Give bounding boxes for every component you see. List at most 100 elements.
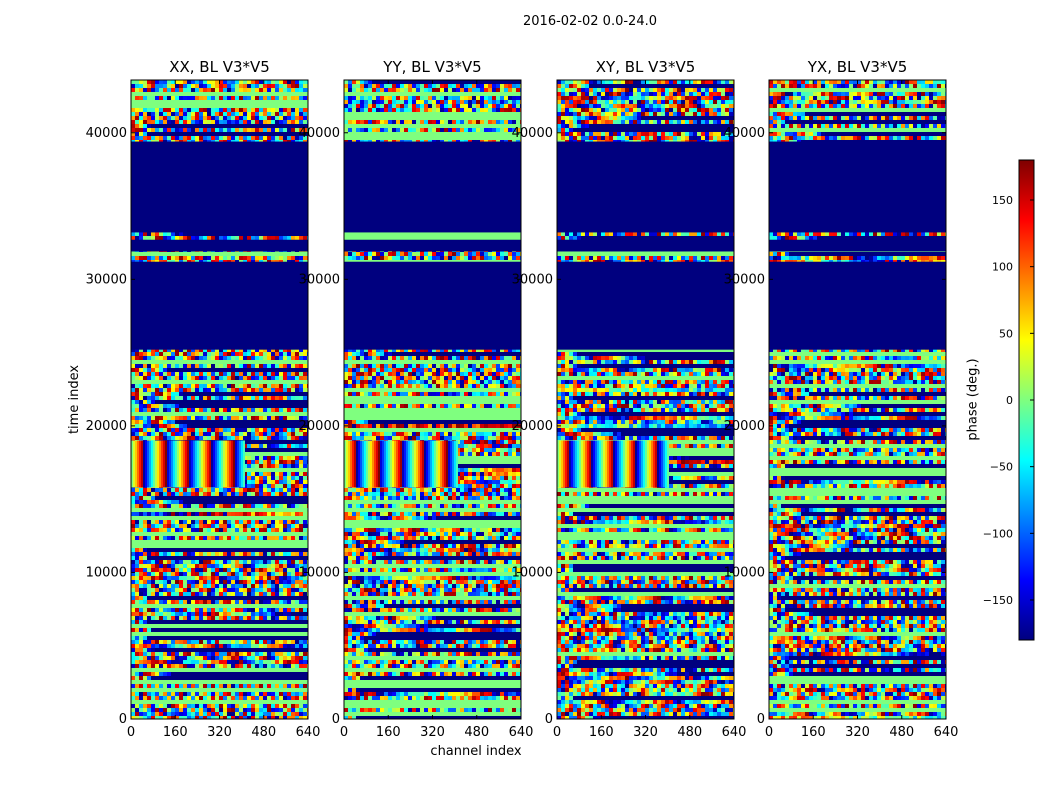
phase-cell [295,464,299,468]
phase-cell [271,520,275,524]
phase-cell [299,120,303,124]
phase-cell [163,384,167,388]
phase-cell [199,568,203,572]
phase-cell [239,136,243,140]
phase-cell [163,364,167,368]
phase-cell [243,416,247,420]
phase-cell [279,512,283,516]
phase-cell [131,512,135,516]
phase-cell [155,376,159,380]
phase-cell [183,576,187,580]
phase-cell [271,80,275,84]
phase-cell [187,420,191,424]
phase-cell [247,84,251,88]
phase-cell [135,584,139,588]
phase-cell [247,440,251,444]
phase-cell [303,112,307,116]
phase-cell [195,376,199,380]
phase-cell [207,364,211,368]
phase-cell [303,496,307,500]
phase-cell [227,256,231,260]
phase-cell [179,580,183,584]
phase-cell [263,552,267,556]
phase-cell [215,404,219,408]
phase-cell [159,576,163,580]
phase-cell [239,600,243,604]
phase-cell [283,376,287,380]
phase-cell [131,376,135,380]
phase-cell [251,128,255,132]
phase-cell [151,556,155,560]
phase-cell [263,592,267,596]
phase-cell [247,476,251,480]
phase-cell [295,572,299,576]
phase-cell [275,504,279,508]
phase-cell [231,512,235,516]
phase-cell [251,464,255,468]
phase-cell [291,536,295,540]
phase-cell [275,440,279,444]
phase-cell [159,128,163,132]
phase-cell [191,488,195,492]
phase-cell [195,536,199,540]
phase-cell [151,408,155,412]
phase-cell [131,588,135,592]
phase-cell [243,420,247,424]
phase-cell [299,464,303,468]
phase-cell [179,128,183,132]
phase-cell [199,424,203,428]
phase-cell [255,608,259,612]
phase-cell [187,584,191,588]
phase-cell [171,572,175,576]
phase-cell [255,456,259,460]
phase-cell [167,116,171,120]
phase-cell [295,108,299,112]
phase-cell [147,600,151,604]
phase-cell [219,588,223,592]
phase-cell [139,80,143,84]
phase-cell [303,596,307,600]
phase-cell [243,408,247,412]
phase-cell [155,372,159,376]
phase-cell [291,80,295,84]
phase-cell [131,416,135,420]
phase-cell [187,368,191,372]
phase-cell [295,96,299,100]
phase-cell [303,568,307,572]
phase-cell [155,492,159,496]
phase-cell [151,432,155,436]
phase-cell [247,576,251,580]
phase-cell [155,528,159,532]
phase-cell [263,504,267,508]
phase-cell [183,572,187,576]
phase-cell [195,588,199,592]
phase-cell [207,564,211,568]
phase-cell [275,584,279,588]
phase-cell [255,408,259,412]
phase-cell [303,96,307,100]
phase-cell [207,132,211,136]
phase-cell [271,388,275,392]
phase-cell [211,556,215,560]
phase-cell [295,456,299,460]
phase-cell [291,548,295,552]
phase-cell [283,572,287,576]
phase-cell [199,608,203,612]
phase-cell [295,492,299,496]
phase-cell [131,436,135,440]
phase-cell [231,236,235,240]
phase-cell [203,504,207,508]
phase-cell [287,232,291,236]
phase-cell [175,572,179,576]
phase-cell [267,448,271,452]
phase-cell [211,524,215,528]
phase-cell [235,512,239,516]
phase-cell [215,116,219,120]
phase-cell [283,132,287,136]
phase-cell [171,392,175,396]
phase-cell [215,576,219,580]
phase-cell [283,396,287,400]
phase-cell [139,488,143,492]
phase-cell [251,348,255,352]
phase-cell [167,356,171,360]
